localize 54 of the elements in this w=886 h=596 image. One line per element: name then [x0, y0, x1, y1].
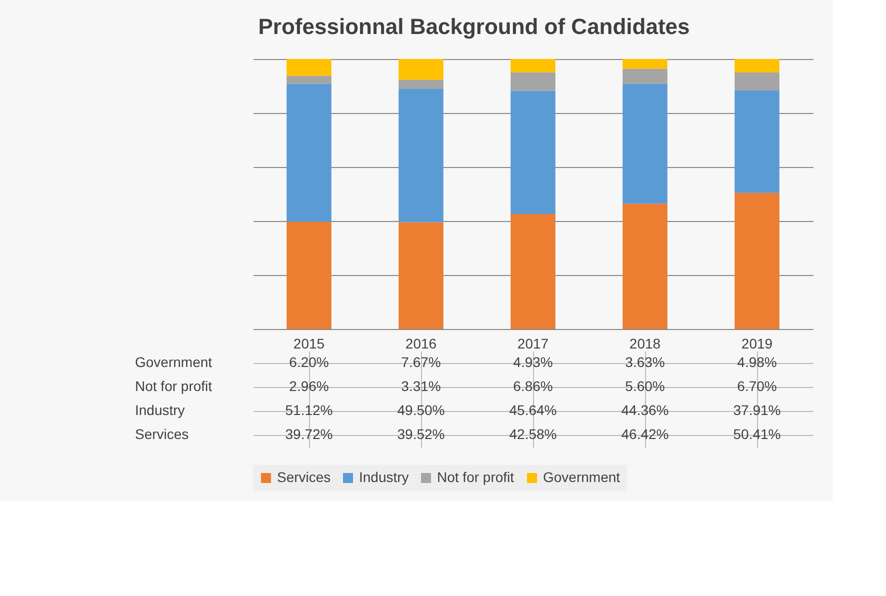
- bar: [734, 72, 780, 91]
- bar: [286, 59, 332, 76]
- bar: [398, 80, 444, 89]
- data-label: 6.86%: [513, 378, 553, 394]
- bar: [622, 84, 668, 204]
- text: Government: [135, 354, 212, 370]
- bar: [398, 88, 444, 222]
- data-label: 44.36%: [621, 402, 669, 418]
- data-label: 51.12%: [285, 402, 333, 418]
- data-label: 49.50%: [397, 402, 445, 418]
- bar: [286, 84, 332, 222]
- bar: [622, 204, 668, 329]
- chart-title: Professionnal Background of Candidates: [258, 14, 690, 39]
- bar: [286, 222, 332, 329]
- bar: [398, 59, 444, 80]
- data-label: 7.67%: [401, 354, 441, 370]
- legend-label: Services: [277, 469, 331, 485]
- bar: [622, 68, 668, 84]
- data-label: 50.41%: [733, 426, 781, 442]
- data-label: 4.98%: [737, 354, 777, 370]
- x-tick-label: 2015: [293, 336, 325, 352]
- legend-label: Government: [543, 469, 620, 485]
- bar: [510, 214, 556, 329]
- data-label: 4.93%: [513, 354, 553, 370]
- data-label: 37.91%: [733, 402, 781, 418]
- legend-label: Not for profit: [437, 469, 514, 485]
- text: Not for profit: [135, 378, 212, 394]
- bar: [734, 192, 780, 329]
- data-label: 42.58%: [509, 426, 557, 442]
- bar: [734, 59, 780, 72]
- x-tick-label: 2017: [517, 336, 549, 352]
- x-tick-label: 2018: [629, 336, 661, 352]
- text: Industry: [135, 402, 185, 418]
- bar: [510, 58, 556, 72]
- data-label: 6.70%: [737, 378, 777, 394]
- bar: [734, 90, 780, 193]
- data-label: 39.52%: [397, 426, 445, 442]
- bar: [510, 72, 556, 91]
- bar: [398, 222, 444, 329]
- data-label: 2.96%: [289, 378, 329, 394]
- bar: [286, 76, 332, 84]
- data-label: 5.60%: [625, 378, 665, 394]
- bar: [510, 90, 556, 214]
- data-label: 3.63%: [625, 354, 665, 370]
- data-label: 3.31%: [401, 378, 441, 394]
- x-tick-label: 2019: [741, 336, 773, 352]
- bar: [622, 58, 668, 69]
- data-label: 46.42%: [621, 426, 669, 442]
- data-label: 6.20%: [289, 354, 329, 370]
- legend-label: Industry: [359, 469, 409, 485]
- data-label: 39.72%: [285, 426, 333, 442]
- data-label: 45.64%: [509, 402, 557, 418]
- text: Services: [135, 426, 189, 442]
- x-tick-label: 2016: [405, 336, 437, 352]
